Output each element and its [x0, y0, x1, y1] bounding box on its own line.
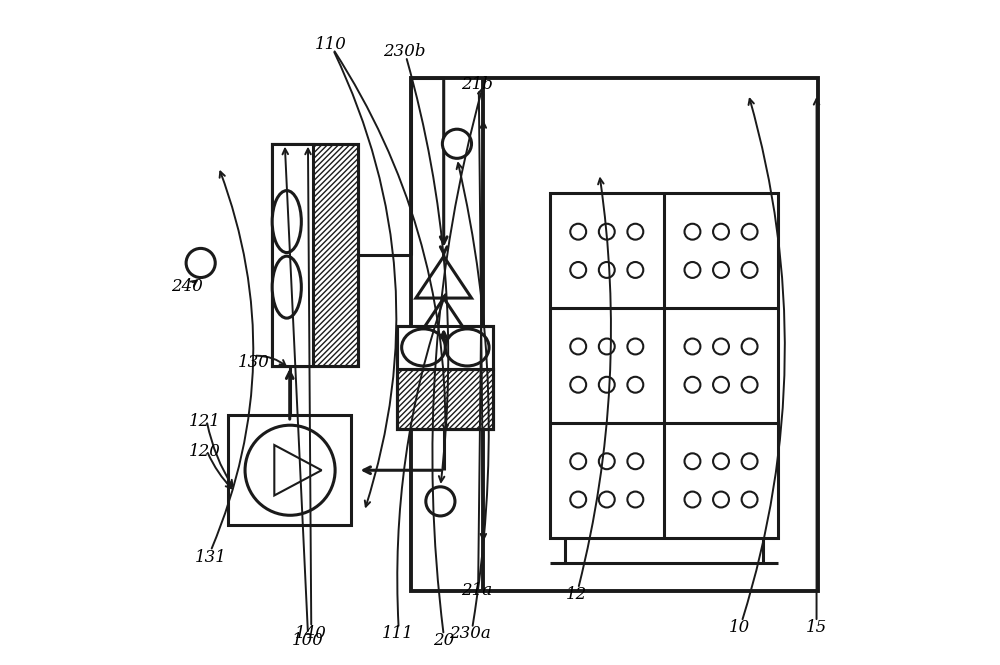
Text: 131: 131 — [195, 549, 227, 566]
Ellipse shape — [272, 256, 301, 318]
Text: 15: 15 — [806, 618, 827, 636]
Text: 240: 240 — [171, 278, 203, 295]
Text: 110: 110 — [315, 36, 347, 53]
Text: 111: 111 — [381, 625, 413, 642]
Polygon shape — [416, 256, 472, 298]
Ellipse shape — [445, 329, 489, 366]
Polygon shape — [416, 298, 472, 340]
Text: 12: 12 — [566, 586, 587, 602]
Circle shape — [442, 129, 472, 158]
Circle shape — [426, 487, 455, 516]
Ellipse shape — [272, 191, 301, 253]
Bar — [272, 144, 358, 366]
Text: 140: 140 — [295, 625, 327, 642]
Text: 230b: 230b — [383, 43, 425, 60]
Text: 21a: 21a — [461, 583, 492, 599]
Circle shape — [245, 425, 335, 515]
Text: 230a: 230a — [449, 625, 491, 642]
Text: 130: 130 — [238, 354, 270, 371]
Bar — [397, 326, 493, 369]
Bar — [397, 369, 493, 428]
Bar — [397, 369, 493, 428]
Text: 21b: 21b — [462, 76, 493, 92]
Bar — [397, 326, 493, 428]
Text: 100: 100 — [292, 632, 324, 649]
Bar — [272, 144, 358, 366]
Circle shape — [186, 249, 215, 277]
Bar — [228, 415, 351, 525]
Bar — [272, 144, 313, 366]
Text: 10: 10 — [729, 618, 750, 636]
Polygon shape — [274, 445, 322, 495]
Text: 120: 120 — [189, 443, 221, 460]
Ellipse shape — [402, 329, 445, 366]
Bar — [550, 194, 778, 538]
Text: 121: 121 — [189, 414, 221, 430]
Text: 20: 20 — [433, 632, 454, 649]
Bar — [411, 78, 818, 591]
